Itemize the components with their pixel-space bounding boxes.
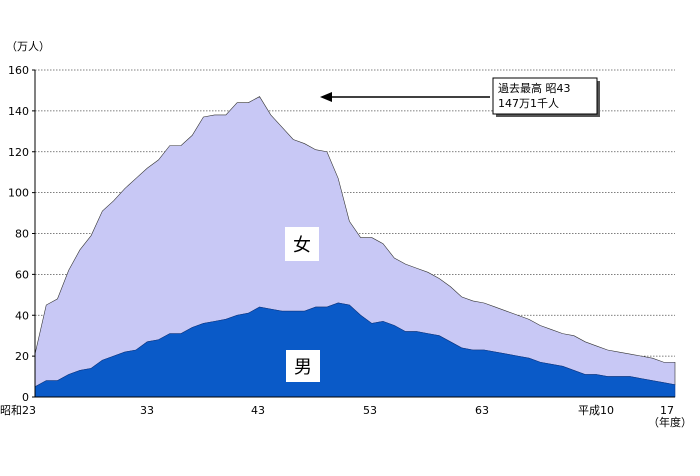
series-label-male-bg — [286, 350, 320, 382]
annotation-line1: 過去最高 昭43 — [498, 81, 571, 95]
y-tick-label: 140 — [8, 105, 29, 118]
annotation-box — [492, 77, 598, 115]
x-tick-label: 昭和23 — [0, 404, 36, 417]
series-label-female-bg — [285, 227, 319, 261]
y-tick-label: 80 — [15, 228, 29, 241]
y-tick-label: 20 — [15, 350, 29, 363]
y-tick-labels: 0 20 40 60 80 100 120 140 160 — [8, 64, 35, 404]
x-tick-label: 17 — [660, 404, 674, 417]
y-tick-label: 160 — [8, 64, 29, 77]
x-tick-label: 43 — [251, 404, 265, 417]
series-label-male: 男 — [286, 350, 320, 382]
y-tick-label: 0 — [22, 391, 29, 404]
x-tick-label: 33 — [140, 404, 154, 417]
series-area-male — [34, 302, 676, 398]
annotation-arrow-head — [320, 92, 332, 102]
peak-annotation: 過去最高 昭43 147万1千人 — [320, 77, 600, 117]
series-label-male-text: 男 — [294, 357, 312, 378]
x-tick-label: 平成10 — [578, 404, 614, 417]
y-tick-label: 120 — [8, 146, 29, 159]
stacked-areas — [34, 96, 676, 398]
y-tick-label: 100 — [8, 187, 29, 200]
x-unit-label: （年度） — [648, 415, 692, 429]
x-tick-labels: 昭和23 33 43 53 63 平成10 17 — [0, 404, 674, 417]
y-tick-label: 60 — [15, 268, 29, 281]
x-tick-label: 53 — [363, 404, 377, 417]
y-unit-label: （万人） — [6, 40, 50, 53]
annotation-line2: 147万1千人 — [498, 97, 559, 110]
y-tick-label: 40 — [15, 309, 29, 322]
series-label-female-text: 女 — [293, 235, 311, 256]
x-tick-label: 63 — [475, 404, 489, 417]
series-label-female: 女 — [285, 227, 319, 261]
